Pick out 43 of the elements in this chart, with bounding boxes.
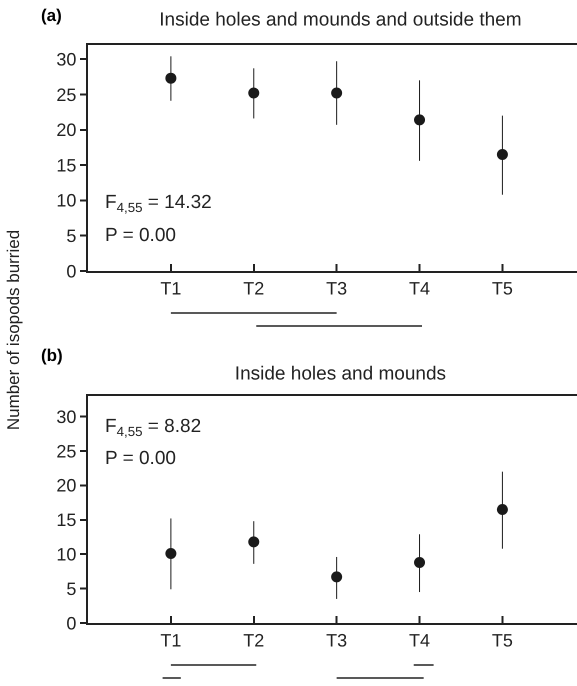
y-tick-label: 20 <box>56 120 76 140</box>
annotation: F$_{4,55}$ = 8.82 <box>105 416 202 439</box>
x-tick-label: T5 <box>492 630 513 651</box>
x-tick-label: T5 <box>492 278 513 299</box>
annotation: F$_{4,55}$ = 14.32 <box>105 192 212 215</box>
y-tick-label: 10 <box>56 190 76 211</box>
x-tick-label: T1 <box>160 278 182 299</box>
text: (a) <box>41 6 62 25</box>
annotation: P = 0.00 <box>105 225 176 246</box>
x-tick-label: T3 <box>326 630 348 651</box>
y-axis-title: Number of isopods burried <box>4 230 24 430</box>
x-tick-label: T3 <box>326 278 348 299</box>
y-tick-label: 20 <box>56 476 76 496</box>
y-tick-label: 0 <box>66 613 76 634</box>
point <box>165 72 176 84</box>
y-tick-label: 5 <box>66 578 76 599</box>
y-tick-label: 25 <box>56 84 76 105</box>
x-tick-label: T4 <box>409 278 430 299</box>
y-tick-label: 0 <box>66 261 76 282</box>
point <box>331 88 342 99</box>
chart-title: Inside holes and mounds <box>234 363 446 384</box>
point <box>165 548 176 560</box>
y-tick-label: 10 <box>56 544 76 565</box>
x-tick-label: T2 <box>243 278 264 299</box>
text: (b) <box>41 346 63 365</box>
y-tick-label: 30 <box>56 406 76 427</box>
annotation: P = 0.00 <box>105 448 176 469</box>
point <box>248 88 260 99</box>
y-tick-label: 30 <box>56 49 76 70</box>
point <box>248 536 260 548</box>
y-tick-label: 15 <box>56 155 76 176</box>
chart-title: Inside holes and mounds and outside them <box>159 9 522 30</box>
y-tick-label: 15 <box>56 510 76 530</box>
point <box>331 571 342 582</box>
x-tick-label: T1 <box>160 630 182 651</box>
point <box>414 114 426 126</box>
x-tick-label: T2 <box>243 630 264 651</box>
point <box>414 556 426 568</box>
y-tick-label: 25 <box>56 441 76 462</box>
x-tick-label: T4 <box>409 630 430 651</box>
y-tick-label: 5 <box>66 226 76 246</box>
point <box>496 504 508 515</box>
point <box>496 148 508 160</box>
